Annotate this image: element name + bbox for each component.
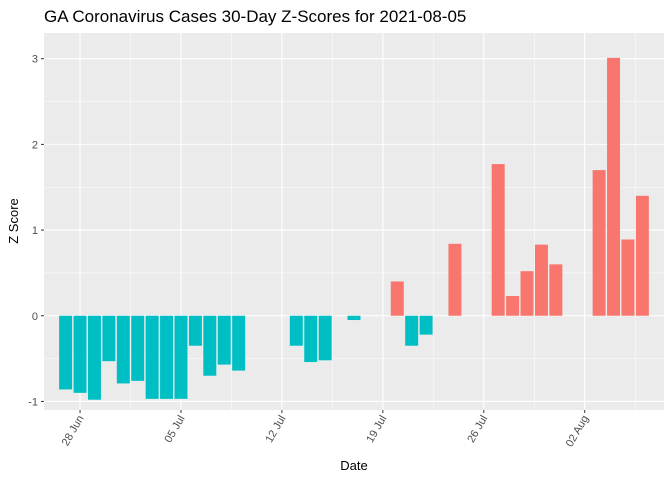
bar-2021-07-06: [188, 315, 202, 346]
chart-title: GA Coronavirus Cases 30-Day Z-Scores for…: [44, 7, 466, 26]
major-gridlines: [44, 33, 664, 410]
x-tick-label: 28 Jun: [60, 414, 87, 449]
bar-2021-07-15: [318, 315, 332, 361]
bar-2021-07-21: [405, 315, 419, 346]
bar-2021-07-05: [174, 315, 188, 399]
bar-2021-07-09: [232, 315, 246, 371]
bar-2021-07-07: [203, 315, 217, 376]
bar-2021-07-20: [390, 281, 404, 316]
y-tick-label: 0: [32, 311, 38, 323]
bar-2021-06-30: [102, 315, 116, 362]
y-axis: -1 0 1 2 3: [28, 54, 44, 408]
x-axis: 28 Jun 05 Jul 12 Jul 19 Jul 26 Jul 02 Aug: [60, 410, 592, 450]
bar-2021-07-28: [506, 296, 520, 316]
bars: [59, 57, 649, 400]
y-tick-label: 2: [32, 139, 38, 151]
y-tick-label: 1: [32, 225, 38, 237]
x-tick-label: 02 Aug: [564, 414, 592, 450]
bar-2021-07-01: [116, 315, 130, 384]
bar-2021-07-02: [131, 315, 145, 381]
bar-2021-08-03: [592, 170, 606, 316]
x-tick-label: 19 Jul: [364, 414, 389, 445]
bar-2021-07-24: [448, 243, 462, 316]
bar-2021-06-28: [73, 315, 87, 393]
x-axis-title: Date: [340, 458, 367, 473]
bar-2021-07-27: [491, 164, 505, 316]
bar-2021-08-06: [635, 195, 649, 316]
bar-2021-07-08: [217, 315, 231, 365]
bar-2021-08-04: [607, 57, 621, 316]
x-tick-label: 05 Jul: [163, 414, 188, 445]
bar-2021-07-13: [289, 315, 303, 346]
bar-2021-07-17: [347, 315, 361, 321]
bar-2021-07-30: [534, 244, 548, 316]
bar-2021-06-29: [87, 315, 101, 400]
y-axis-title: Z Score: [6, 198, 21, 244]
bar-2021-07-31: [549, 264, 563, 316]
bar-2021-08-05: [621, 239, 635, 316]
bar-2021-07-22: [419, 315, 433, 335]
x-tick-label: 12 Jul: [263, 414, 288, 445]
bar-2021-07-04: [160, 315, 174, 399]
bar-2021-07-03: [145, 315, 159, 399]
y-tick-label: -1: [28, 396, 38, 408]
bar-2021-07-14: [304, 315, 318, 363]
bar-2021-06-27: [59, 315, 73, 390]
x-tick-label: 26 Jul: [465, 414, 490, 445]
y-tick-label: 3: [32, 54, 38, 66]
bar-2021-07-29: [520, 271, 534, 316]
